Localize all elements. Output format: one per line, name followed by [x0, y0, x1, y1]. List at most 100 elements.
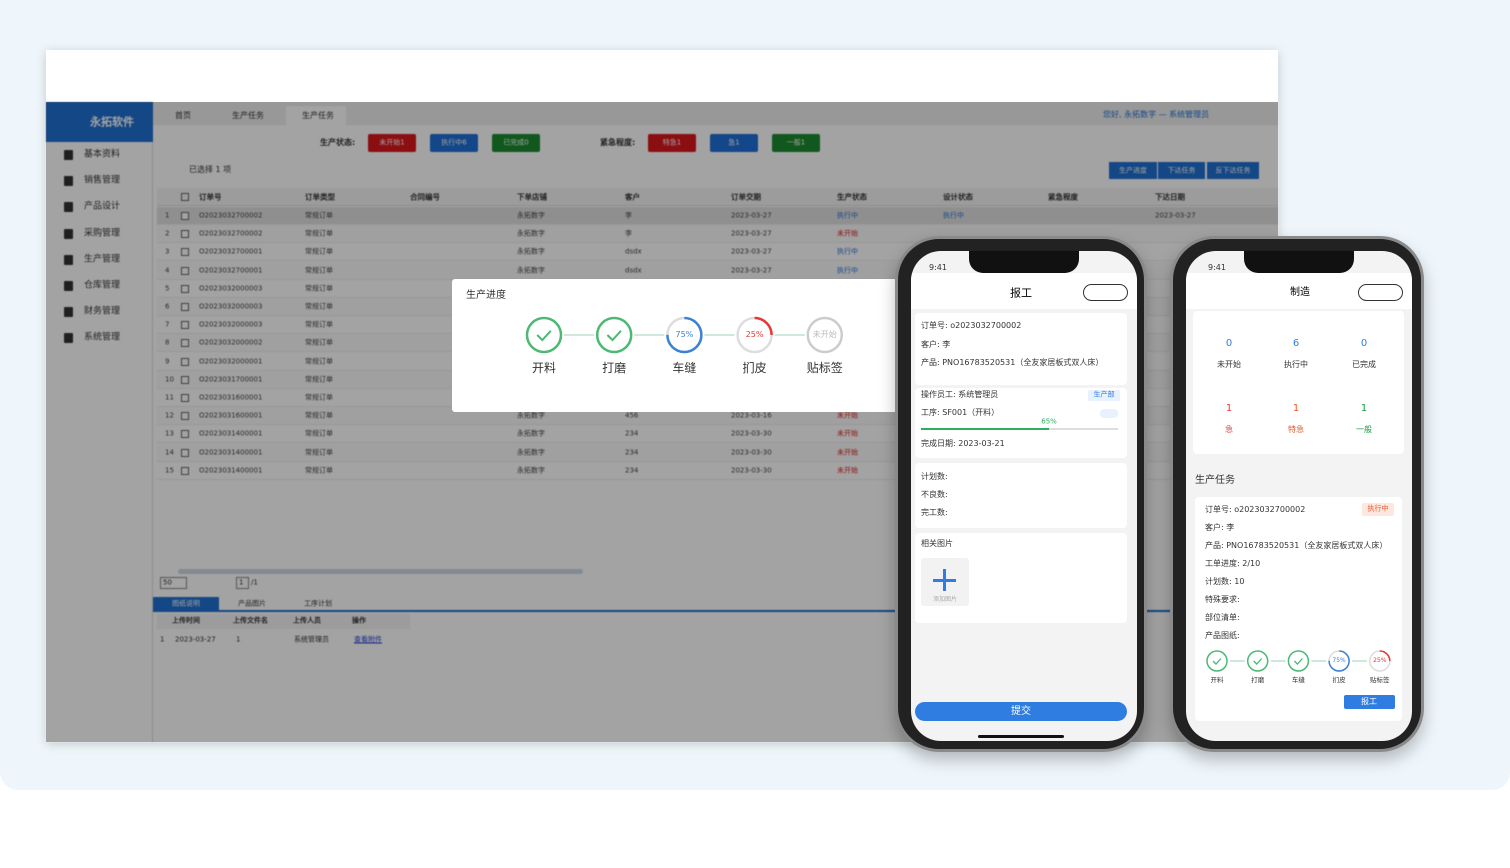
table-cell: 常规订单: [305, 266, 333, 275]
step-name: 贴标签: [1370, 675, 1390, 684]
table-cell: 李: [625, 211, 632, 220]
page-input: [236, 577, 249, 589]
logo: 永拓软件: [90, 115, 134, 129]
action-label: 反下达任务: [1215, 166, 1251, 175]
table-cell: O2023032000003: [199, 320, 263, 329]
table-cell: 12: [165, 411, 174, 420]
table-cell: 未开始: [837, 411, 858, 420]
table-cell: O2023032700001: [199, 266, 263, 275]
filter-button-label: 特急1: [662, 138, 682, 147]
table-cell: 9: [165, 357, 170, 366]
step-name: 扪皮: [1332, 675, 1346, 684]
table-cell: 8: [165, 338, 170, 347]
submit-button[interactable]: [915, 702, 1127, 721]
table-cell: 2023-03-30: [731, 466, 772, 475]
active-bottom-tab: [153, 597, 219, 612]
table-cell: 未开始: [837, 466, 858, 475]
menu-icon: [64, 281, 73, 291]
step-pending: [806, 316, 844, 354]
row-checkbox[interactable]: [181, 466, 189, 475]
column-header: 生产状态: [837, 192, 867, 202]
bottom-cell: 系统管理员: [294, 635, 329, 644]
stat-label: 特急: [1288, 425, 1304, 434]
action-label: 生产进度: [1119, 166, 1147, 175]
table-cell: O2023032700002: [199, 229, 263, 238]
action-button[interactable]: [1158, 162, 1205, 179]
step-name: 开料: [1210, 675, 1224, 684]
row-checkbox[interactable]: [181, 284, 189, 293]
row-checkbox[interactable]: [181, 448, 189, 457]
page-size: 50: [163, 578, 172, 587]
filter-button[interactable]: [430, 134, 478, 152]
progress-popup: 生产进度 开料 打磨 75% 车缝 25% 扪皮 未开始 贴标签: [452, 279, 897, 412]
column-header: 订单类型: [305, 192, 335, 202]
row-checkbox[interactable]: [181, 412, 189, 421]
step-done: [1287, 650, 1310, 672]
filter-button[interactable]: [492, 134, 540, 152]
check: [536, 330, 552, 342]
step-name: 车缝: [1291, 675, 1305, 684]
table-cell: 永拓数字: [517, 429, 545, 438]
filter-button[interactable]: [368, 134, 416, 152]
table-cell: 永拓数字: [517, 211, 545, 220]
table-cell: 2023-03-27: [731, 266, 772, 275]
notch: [1244, 251, 1354, 273]
row-checkbox[interactable]: [181, 248, 189, 257]
action-button[interactable]: [1207, 162, 1259, 179]
info-line: 工单进度: 2/10: [1205, 559, 1261, 568]
table-cell: 1: [165, 211, 170, 220]
table-cell: dsdx: [625, 266, 642, 275]
table-cell: O2023031600001: [199, 393, 263, 402]
chevron-chip: [1100, 409, 1118, 418]
menu-icon: [64, 333, 73, 344]
step-done: [1206, 650, 1228, 672]
column-header: 下达日期: [1155, 192, 1185, 202]
table-cell: 执行中: [943, 211, 964, 220]
row-checkbox[interactable]: [181, 339, 189, 348]
filter-button-label: 急1: [728, 138, 740, 147]
info-line: 操作员工: 系统管理员: [921, 390, 999, 399]
bottom-tab: 工序计划: [304, 599, 332, 608]
report-button[interactable]: [1344, 695, 1395, 709]
row-checkbox[interactable]: [181, 357, 189, 366]
row-checkbox[interactable]: [181, 303, 189, 311]
submit-label: 提交: [1011, 706, 1031, 717]
table-cell: 常规订单: [305, 448, 333, 457]
info-line: 产品: PNO16783520531（全友家居板式双人床）: [1205, 541, 1388, 550]
filter-title: 紧急程度:: [600, 138, 636, 147]
filter-button-label: 未开始1: [379, 138, 405, 147]
table-cell: 5: [165, 284, 170, 293]
bottom-cell: 1: [236, 635, 241, 644]
row-checkbox[interactable]: [181, 266, 189, 275]
row-checkbox[interactable]: [181, 321, 189, 330]
column-header: 下单店铺: [517, 192, 547, 202]
table-cell: 永拓数字: [517, 247, 545, 256]
progress-label: 75%: [1332, 657, 1346, 664]
table-cell: 13: [165, 429, 174, 438]
step-name: 打磨: [602, 361, 627, 375]
menu-item: 生产管理: [84, 254, 121, 265]
filter-button[interactable]: [648, 134, 696, 152]
row-checkbox[interactable]: [181, 430, 189, 439]
table-cell: O2023031600001: [199, 411, 263, 420]
table-cell: 永拓数字: [517, 229, 545, 238]
action-button[interactable]: [1109, 162, 1157, 179]
row-checkbox[interactable]: [181, 394, 189, 402]
table-cell: 执行中: [837, 211, 858, 220]
table-cell: 10: [165, 375, 174, 384]
filter-button[interactable]: [772, 134, 820, 152]
filter-button-label: 已完成0: [503, 138, 529, 147]
table-cell: 456: [625, 411, 639, 420]
step-done: [525, 316, 563, 354]
row-checkbox[interactable]: [181, 375, 189, 384]
step-name: 开料: [531, 361, 557, 375]
row-checkbox[interactable]: [181, 230, 189, 239]
check: [606, 330, 622, 342]
table-cell: 常规订单: [305, 466, 333, 475]
filter-button[interactable]: [710, 134, 758, 152]
row-checkbox[interactable]: [181, 212, 189, 220]
table-cell: O2023031700001: [199, 375, 263, 384]
menu-item: 销售管理: [84, 175, 121, 186]
page-size-select[interactable]: [160, 577, 187, 589]
